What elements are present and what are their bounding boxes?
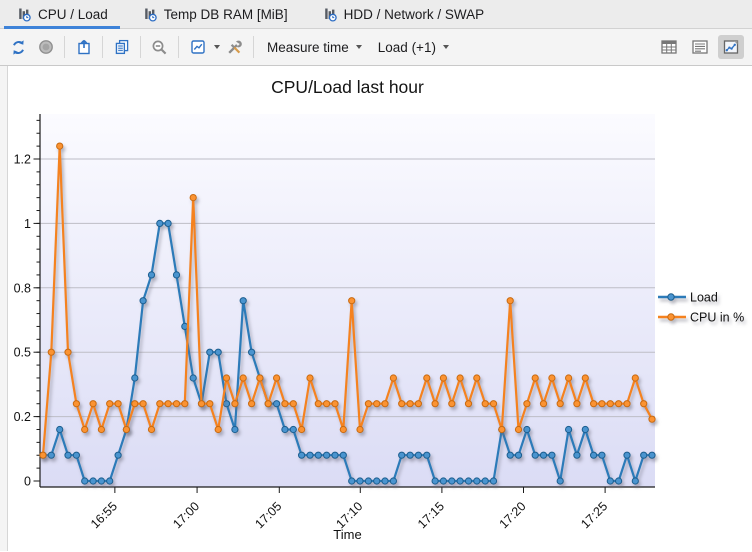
legend-label: CPU in % (690, 311, 744, 325)
legend-item: Load (658, 291, 718, 305)
toolbar-separator (140, 36, 141, 58)
list-view-icon (692, 40, 708, 54)
y-tick-label: 0.5 (14, 346, 31, 360)
tools-button[interactable] (222, 35, 247, 60)
tools-icon (228, 40, 242, 54)
report-clock-icon (142, 6, 158, 22)
legend-item: CPU in % (658, 311, 744, 325)
refresh-icon (13, 39, 24, 55)
toolbar-separator (253, 36, 254, 58)
stop-button[interactable] (33, 35, 58, 60)
copy-button[interactable] (109, 35, 134, 60)
chart-view-icon (723, 40, 739, 54)
tab-label: HDD / Network / SWAP (343, 6, 485, 22)
tab-label: Temp DB RAM [MiB] (163, 6, 288, 22)
active-tab-underline (4, 26, 120, 29)
x-axis-title: Time (333, 527, 362, 542)
copy-icon (115, 39, 128, 55)
export-icon (77, 39, 90, 55)
tab-bar: CPU / Load Temp DB RAM [MiB] HDD / Ne (0, 0, 752, 29)
measure-time-dropdown[interactable]: Measure time (260, 37, 369, 58)
tab-temp-db-ram[interactable]: Temp DB RAM [MiB] (132, 0, 298, 28)
measure-time-label: Measure time (267, 39, 349, 55)
y-tick-label: 1.2 (14, 153, 31, 167)
stop-icon (38, 40, 53, 54)
load-dropdown[interactable]: Load (+1) (371, 37, 456, 58)
collapsed-side-gutter (0, 66, 7, 551)
chart-view-button[interactable] (718, 35, 744, 59)
tab-hdd-network-swap[interactable]: HDD / Network / SWAP (312, 0, 495, 28)
chart-options-caret-icon[interactable] (214, 45, 220, 49)
toolbar-separator (178, 36, 179, 58)
chart-options-button[interactable] (185, 35, 210, 60)
y-tick-label: 0.8 (14, 281, 31, 295)
chart-panel: CPU/Load last hour 0 0.2 0.5 0.8 1 1.2 16:55 17… (0, 66, 752, 551)
table-view-button[interactable] (656, 35, 682, 59)
table-view-icon (661, 40, 677, 54)
chevron-down-icon (355, 45, 362, 49)
y-tick-label: 1 (24, 217, 31, 231)
report-clock-icon (322, 6, 338, 22)
cpu-load-chart[interactable]: 00.20.50.811.216:55 17:00 17:05 17:10 17:15 1… (0, 66, 752, 551)
y-tick-label: 0 (24, 475, 31, 489)
chevron-down-icon (442, 45, 449, 49)
toolbar-separator (64, 36, 65, 58)
zoom-out-icon (152, 40, 167, 54)
legend-label: Load (690, 291, 718, 305)
view-toggle-group (656, 35, 744, 59)
list-view-button[interactable] (687, 35, 713, 59)
zoom-out-button[interactable] (147, 35, 172, 60)
tab-cpu-load[interactable]: CPU / Load (4, 0, 120, 29)
refresh-button[interactable] (6, 35, 31, 60)
report-clock-icon (16, 6, 32, 22)
panel-divider[interactable] (7, 66, 8, 551)
y-tick-label: 0.2 (14, 410, 31, 424)
chart-title: CPU/Load last hour (271, 77, 424, 97)
series-cpu-in- (39, 142, 656, 459)
series-load (39, 219, 656, 485)
tab-label: CPU / Load (38, 6, 108, 22)
chart-options-icon (190, 40, 205, 54)
toolbar-separator (102, 36, 103, 58)
load-label: Load (+1) (377, 39, 436, 55)
toolbar: Measure time Load (+1) (0, 29, 752, 66)
export-button[interactable] (71, 35, 96, 60)
